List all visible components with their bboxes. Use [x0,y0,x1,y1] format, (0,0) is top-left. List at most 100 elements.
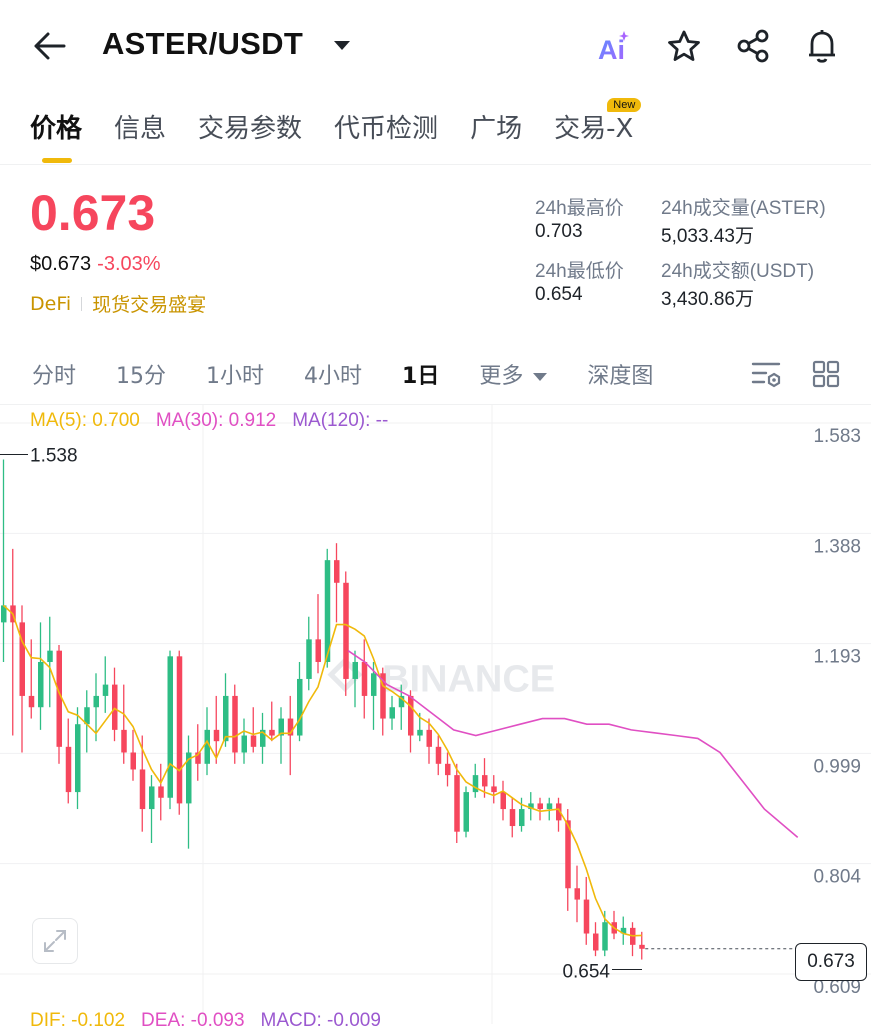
ma-legend: MA(5): 0.700 MA(30): 0.912 MA(120): -- [30,410,388,432]
stat-turnover-value: 3,430.86万 [661,289,754,310]
y-axis-tick-label: 0.999 [813,756,861,777]
stat-high-label: 24h最高价 [535,198,624,219]
active-tab-indicator [42,158,72,163]
candle-body [574,888,580,900]
indicator-settings-button[interactable] [744,352,788,396]
grid-icon [812,360,840,388]
interval-15m[interactable]: 15分 [116,364,167,389]
candle-body [639,944,645,949]
candle-body [232,695,238,753]
candle-body [500,792,506,810]
candle-body [417,729,423,736]
interval-1d[interactable]: 1日 [402,364,440,389]
stat-low-label: 24h最低价 [535,261,624,282]
candle-body [472,775,479,793]
chevron-down-icon [334,41,350,50]
max-price-marker: 1.538 [30,445,78,466]
candle-body [352,661,358,679]
svg-text:Ai: Ai [598,35,625,63]
candle-body [380,673,386,719]
candle-body [260,729,266,747]
interval-more-label: 更多 [479,364,524,389]
back-button[interactable] [28,24,72,68]
candle-body [139,769,146,810]
candle-body [435,746,442,764]
candle-body [426,729,432,747]
candle-body [556,803,562,821]
candle-body [389,707,395,719]
candle-body [491,786,497,793]
share-icon [737,29,769,63]
ma30-line [347,650,799,839]
candle-body [334,560,340,583]
macd-legend: DIF: -0.102 DEA: -0.093 MACD: -0.009 [30,1010,381,1032]
candle-body [176,656,183,804]
candle-body [112,684,118,730]
candle-body [519,809,525,827]
divider [0,164,871,165]
candle-body [371,673,377,696]
candle-body [149,786,155,810]
stat-low-value: 0.654 [535,284,583,305]
layout-grid-button[interactable] [804,352,848,396]
tab-info[interactable]: 信息 [114,114,167,144]
interval-timeline[interactable]: 分时 [32,364,77,389]
tag-defi[interactable]: DeFi [30,292,72,315]
candle-body [65,746,72,793]
interval-4h[interactable]: 4小时 [304,364,363,389]
tab-trade-x[interactable]: 交易-X New [554,98,642,148]
caret-down-icon [533,373,548,381]
depth-chart-tab[interactable]: 深度图 [587,364,654,389]
tab-trade-x-label: 交易-X [554,114,634,144]
tab-price[interactable]: 价格 [30,114,83,144]
candle-body [306,639,312,679]
candle-body [19,622,25,696]
candle-body [158,786,164,798]
fullscreen-button[interactable] [32,918,78,964]
candle-body [602,922,608,951]
candle-body [593,933,599,951]
stat-volume-label: 24h成交量(ASTER) [661,198,826,219]
price-change: -3.03% [97,253,161,275]
candle-body [583,899,590,934]
candle-body [324,560,331,662]
tab-trading-params[interactable]: 交易参数 [198,114,303,144]
y-axis-tick-label: 0.609 [813,977,861,998]
candle-body [509,809,516,827]
main-tabs: 价格 信息 交易参数 代币检测 广场 交易-X New [30,98,642,148]
tab-token-check[interactable]: 代币检测 [334,114,439,144]
tab-square[interactable]: 广场 [470,114,523,144]
pair-selector[interactable] [320,24,364,68]
expand-icon [44,930,66,952]
interval-selector: 分时 15分 1小时 4小时 1日 更多 深度图 [32,358,693,390]
alert-button[interactable] [800,24,844,68]
divider [0,404,871,405]
ai-button[interactable]: Ai [592,24,636,68]
macd-dea: DEA: -0.093 [141,1010,245,1031]
favorite-button[interactable] [662,24,706,68]
star-icon [668,30,700,61]
pair-title[interactable]: ASTER/USDT [102,26,304,61]
ma30-label: MA(30): 0.912 [155,410,277,431]
candle-body [186,752,192,804]
usd-price-row: $0.673 -3.03% [30,253,161,276]
watermark-text: BINANCE [382,659,555,701]
candle-body [278,718,284,736]
candle-body [213,729,220,742]
interval-1h[interactable]: 1小时 [206,364,265,389]
candle-body [482,775,488,787]
candle-body [361,661,368,696]
candle-body [528,803,534,810]
candle-body [250,735,257,747]
candle-body [297,678,303,736]
stat-volume-value: 5,033.43万 [661,226,754,247]
candle-body [241,735,247,753]
tag-spot-event[interactable]: 现货交易盛宴 [92,294,207,316]
interval-more[interactable]: 更多 [479,358,548,390]
kline-chart[interactable]: 1.583 1.388 1.193 0.999 0.804 0.609 BINANCE 1.5… [0,404,871,1024]
share-button[interactable] [731,24,775,68]
new-badge: New [607,98,642,112]
candle-body [130,752,136,770]
candle-body [269,729,275,736]
y-axis-tick-label: 1.388 [813,536,861,557]
